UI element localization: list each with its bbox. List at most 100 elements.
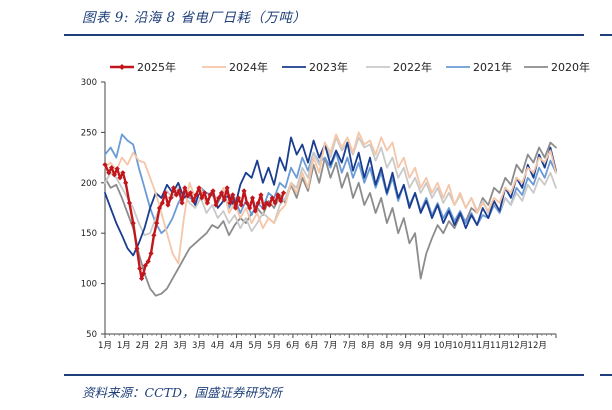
data-point-2025年: [142, 262, 149, 269]
data-point-2025年: [185, 193, 191, 199]
data-point-2025年: [238, 202, 244, 208]
bottom-rule: [64, 374, 584, 376]
y-tick-label: 200: [81, 179, 97, 189]
x-tick-label: 3月: [192, 341, 206, 351]
data-point-2025年: [227, 200, 233, 206]
x-tick-label: 12月: [509, 341, 528, 351]
data-point-2025年: [130, 220, 136, 226]
x-tick-label: 5月: [248, 341, 262, 351]
data-point-2025年: [255, 200, 261, 206]
data-point-2025年: [258, 192, 264, 198]
top-rule-stub: [600, 34, 612, 36]
data-point-2025年: [235, 195, 242, 201]
data-point-2025年: [210, 188, 216, 194]
data-point-2025年: [249, 195, 256, 201]
data-point-2025年: [247, 205, 253, 211]
legend-label: 2024年: [229, 60, 268, 74]
data-point-2025年: [224, 185, 230, 191]
x-tick-label: 6月: [305, 341, 319, 351]
x-tick-label: 5月: [267, 341, 281, 351]
data-point-2025年: [213, 202, 219, 208]
data-point-2025年: [187, 190, 194, 196]
data-point-2025年: [266, 202, 273, 208]
series-layer: [102, 131, 557, 297]
data-point-2025年: [179, 200, 185, 206]
x-tick-label: 12月: [528, 341, 547, 351]
legend-marker-2025年: [119, 64, 125, 70]
x-tick-label: 1月: [117, 341, 131, 351]
top-rule: [64, 34, 584, 36]
x-tick-label: 3月: [173, 341, 187, 351]
data-point-2025年: [120, 170, 126, 176]
legend-label: 2022年: [393, 60, 432, 74]
series-line-2023年: [104, 136, 557, 257]
data-point-2025年: [162, 190, 168, 196]
data-point-2025年: [134, 245, 140, 251]
x-tick-label: 2月: [136, 341, 150, 351]
data-point-2025年: [193, 192, 199, 198]
x-tick-label: 1月: [98, 341, 112, 351]
x-tick-label: 7月: [324, 341, 338, 351]
data-point-2025年: [117, 175, 123, 181]
data-point-2025年: [106, 170, 112, 176]
data-point-2025年: [154, 220, 160, 226]
x-tick-label: 11月: [490, 341, 509, 351]
data-point-2025年: [207, 192, 213, 198]
x-tick-label: 9月: [417, 341, 431, 351]
legend: 2025年 2024年 2023年 2022年 2021年 2020年: [110, 60, 590, 74]
legend-label: 2025年: [137, 60, 176, 74]
data-point-2025年: [218, 190, 225, 196]
data-point-2025年: [280, 190, 287, 196]
x-tick-label: 4月: [211, 341, 225, 351]
x-axis: 1月 1月 2月 2月 3月 3月 4月 4月 5月 5月 6月 6月 7月 7月 8月 8月 9月 9月 10月 1…: [98, 333, 557, 351]
data-point-2025年: [159, 200, 165, 206]
figure-title: 图表 9: 沿海 8 省电厂日耗（万吨）: [82, 10, 307, 26]
source-note: 资料来源：CCTD，国盛证券研究所: [82, 385, 282, 400]
data-point-2025年: [199, 195, 205, 201]
data-point-2025年: [182, 185, 188, 191]
legend-label: 2020年: [551, 60, 590, 74]
bottom-rule-stub: [600, 374, 612, 376]
data-point-2025年: [151, 232, 157, 238]
data-point-2025年: [170, 185, 177, 191]
x-tick-label: 10月: [434, 341, 453, 351]
data-point-2025年: [145, 258, 151, 265]
x-tick-label: 7月: [342, 341, 356, 351]
data-point-2025年: [278, 198, 284, 204]
y-tick-label: 300: [81, 78, 97, 88]
x-tick-label: 8月: [380, 341, 394, 351]
data-point-2025年: [114, 166, 120, 172]
data-point-2025年: [221, 197, 227, 203]
data-point-2025年: [252, 208, 258, 214]
data-point-2025年: [111, 172, 117, 178]
data-point-2025年: [140, 270, 147, 277]
series-line-2025年: [103, 163, 285, 280]
data-point-2025年: [244, 200, 250, 206]
legend-label: 2023年: [309, 60, 348, 74]
x-tick-label: 10月: [452, 341, 471, 351]
data-point-2025年: [272, 200, 278, 206]
data-point-2025年: [204, 200, 211, 206]
legend-label: 2021年: [473, 60, 512, 74]
data-point-2025年: [176, 188, 182, 194]
x-tick-label: 11月: [471, 341, 490, 351]
data-point-2025年: [168, 195, 174, 201]
x-tick-label: 4月: [230, 341, 244, 351]
data-point-2025年: [173, 192, 180, 198]
data-point-2025年: [216, 195, 222, 201]
data-point-2025年: [165, 202, 171, 208]
data-point-2025年: [126, 200, 133, 206]
data-point-2025年: [190, 198, 196, 204]
y-tick-label: 150: [81, 229, 97, 239]
series-line-2024年: [104, 131, 557, 265]
data-point-2025年: [241, 188, 247, 194]
y-tick-label: 250: [81, 128, 97, 138]
y-tick-label: 50: [86, 330, 97, 340]
x-tick-label: 9月: [399, 341, 413, 351]
data-point-2025年: [108, 165, 115, 171]
x-tick-label: 6月: [286, 341, 300, 351]
x-tick-label: 8月: [361, 341, 375, 351]
data-point-2025年: [230, 192, 236, 198]
data-point-2025年: [102, 162, 108, 168]
